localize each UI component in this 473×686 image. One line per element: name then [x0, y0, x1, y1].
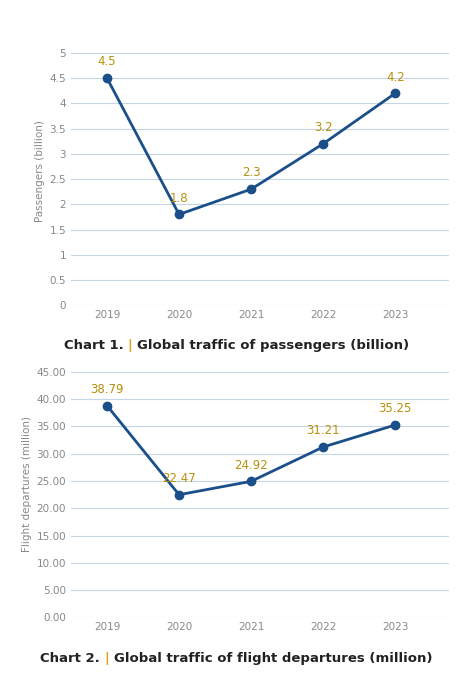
Text: Global traffic of flight departures (million): Global traffic of flight departures (mil…: [114, 652, 433, 665]
Text: 2.3: 2.3: [242, 167, 261, 180]
Text: 1.8: 1.8: [170, 191, 188, 204]
Text: 22.47: 22.47: [162, 472, 196, 485]
Text: 24.92: 24.92: [234, 459, 268, 471]
Text: 4.5: 4.5: [98, 56, 116, 69]
Text: 4.2: 4.2: [386, 71, 405, 84]
Text: |: |: [105, 652, 114, 665]
Text: Chart 1.: Chart 1.: [63, 339, 128, 351]
Text: 38.79: 38.79: [90, 383, 124, 396]
Text: Chart 2.: Chart 2.: [40, 652, 105, 665]
Text: 3.2: 3.2: [314, 121, 333, 134]
Text: |: |: [128, 339, 137, 351]
Text: 31.21: 31.21: [307, 424, 340, 437]
Text: 35.25: 35.25: [378, 402, 412, 415]
Text: Global traffic of passengers (billion): Global traffic of passengers (billion): [137, 339, 410, 351]
Y-axis label: Flight departures (million): Flight departures (million): [22, 416, 32, 552]
Y-axis label: Passengers (billion): Passengers (billion): [35, 121, 45, 222]
